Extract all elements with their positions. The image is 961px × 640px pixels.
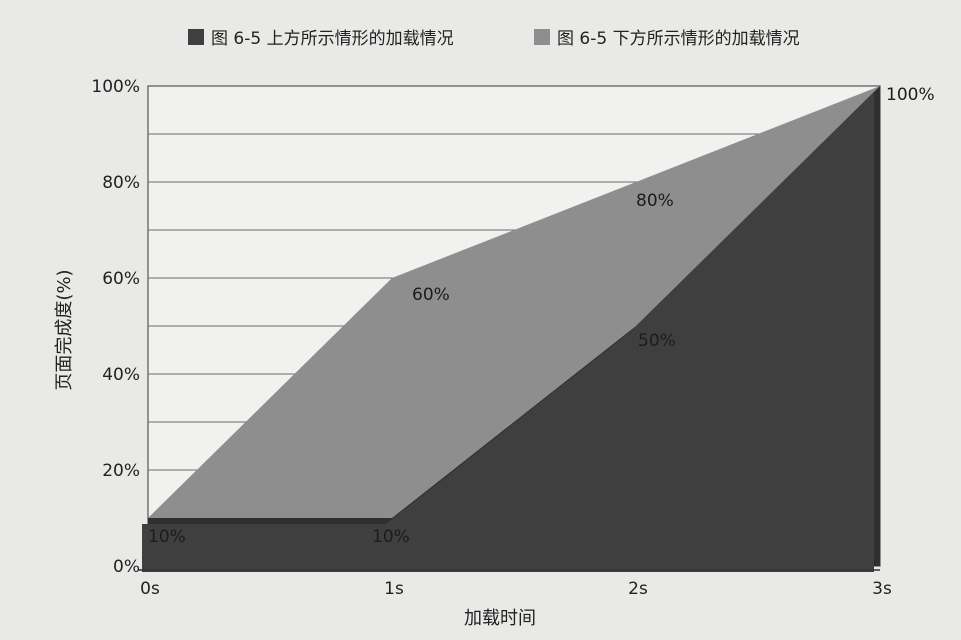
data-labels: 10% 10% 50% 100% 60% 80% [148, 85, 935, 547]
x-tick-label: 3s [872, 579, 892, 599]
y-tick-label: 0% [113, 557, 140, 577]
legend-label: 图 6-5 下方所示情形的加载情况 [557, 29, 800, 49]
y-tick-label: 20% [102, 461, 140, 481]
data-label: 80% [636, 191, 674, 211]
x-tick-label: 0s [140, 579, 160, 599]
y-tick-label: 100% [91, 77, 140, 97]
legend: 图 6-5 上方所示情形的加载情况 图 6-5 下方所示情形的加载情况 [188, 29, 800, 49]
data-label: 50% [638, 331, 676, 351]
y-tick-label: 40% [102, 365, 140, 385]
area-series [142, 86, 880, 572]
legend-label: 图 6-5 上方所示情形的加载情况 [211, 29, 454, 49]
data-label: 10% [372, 527, 410, 547]
legend-swatch [188, 29, 204, 45]
data-label: 100% [886, 85, 935, 105]
x-tick-label: 2s [628, 579, 648, 599]
legend-swatch [534, 29, 550, 45]
axes: 0% 20% 40% 60% 80% 100% 0s 1s 2s 3s 加载时间 页面完成度(%) [54, 77, 892, 629]
series-area-above-case [142, 92, 874, 572]
y-tick-label: 80% [102, 173, 140, 193]
data-label: 60% [412, 285, 450, 305]
y-tick-label: 60% [102, 269, 140, 289]
x-tick-label: 1s [384, 579, 404, 599]
x-axis-title: 加载时间 [464, 608, 536, 629]
y-axis-title: 页面完成度(%) [54, 269, 75, 390]
data-label: 10% [148, 527, 186, 547]
